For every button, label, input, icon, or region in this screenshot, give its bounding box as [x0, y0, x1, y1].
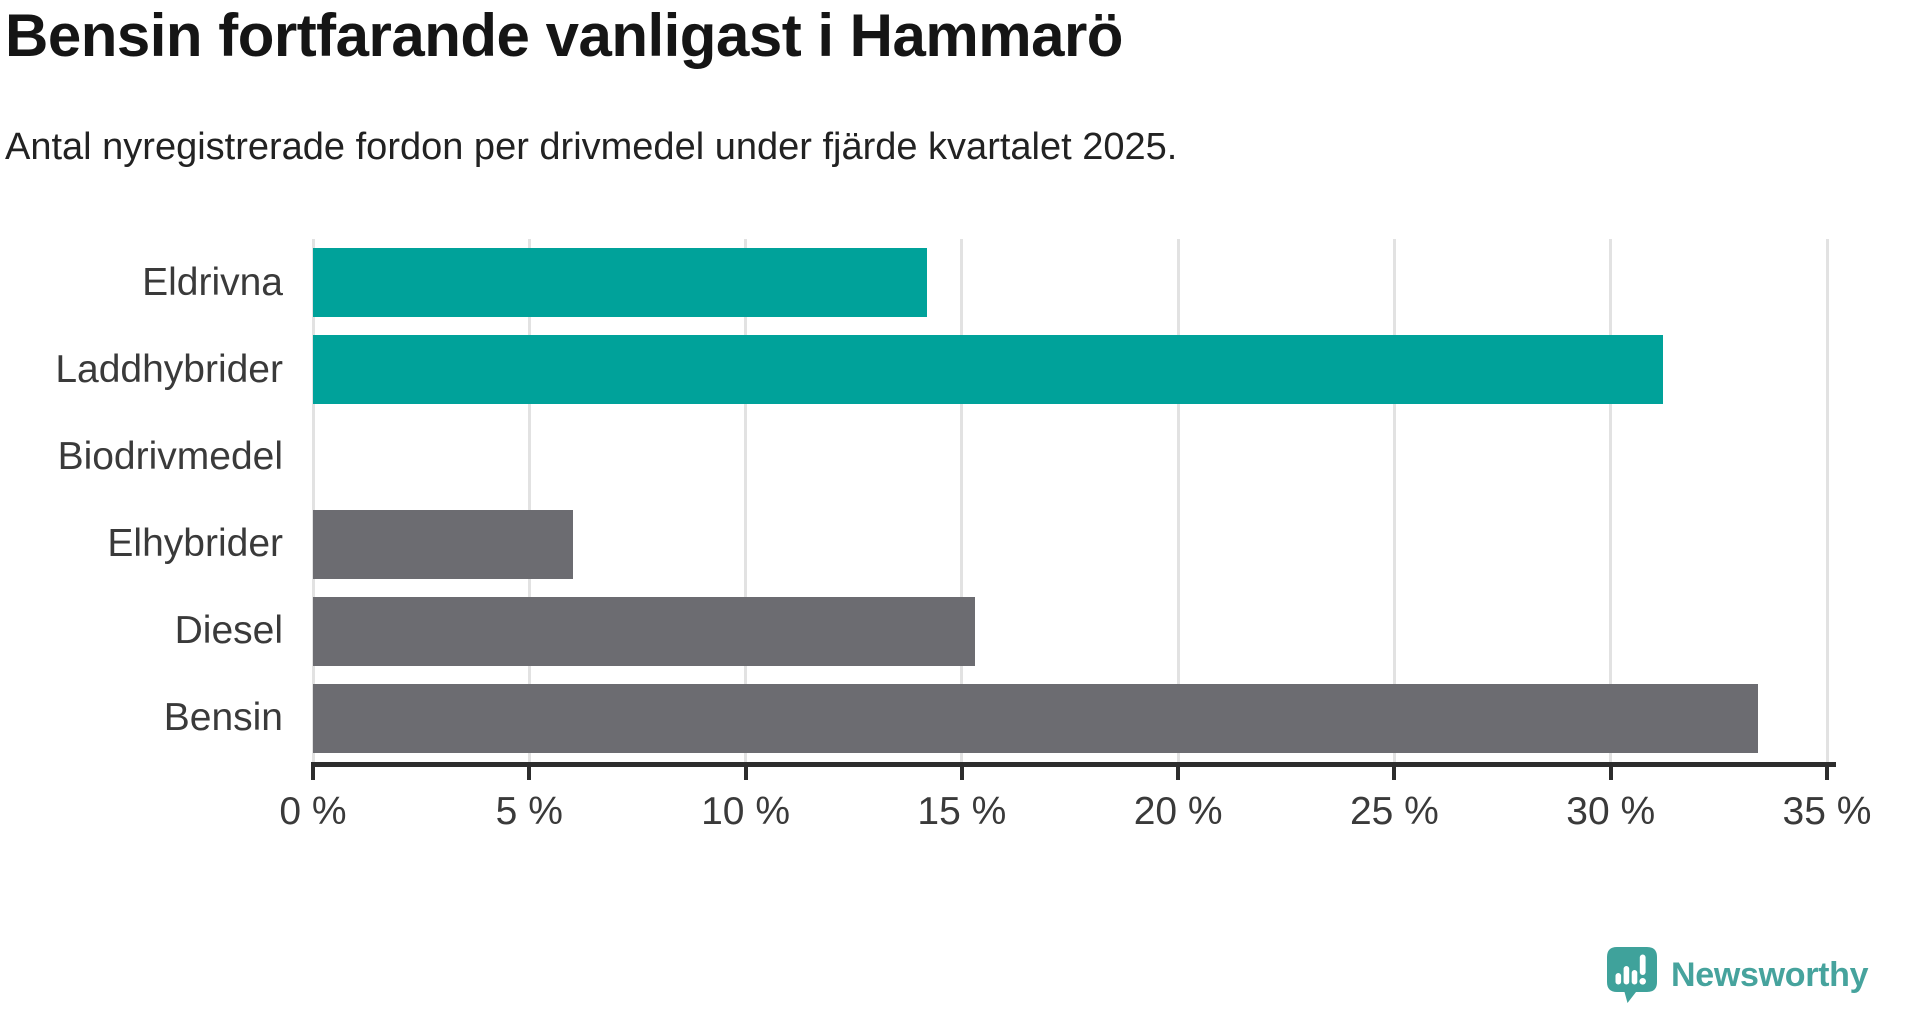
x-axis-tick-label: 0 %	[279, 790, 347, 833]
x-axis-tick-label: 10 %	[701, 790, 791, 833]
chart-title: Bensin fortfarande vanligast i Hammarö	[5, 2, 1123, 69]
gridline	[311, 239, 315, 762]
category-label: Eldrivna	[142, 260, 283, 304]
gridline	[960, 239, 964, 762]
x-axis-tick-label: 30 %	[1566, 790, 1656, 833]
x-axis-line	[311, 762, 1836, 767]
gridline	[1176, 239, 1180, 762]
x-axis-tick	[743, 767, 748, 780]
newsworthy-logo-icon	[1607, 947, 1657, 1003]
x-axis-tick	[311, 767, 315, 780]
x-axis-tick	[527, 767, 532, 780]
gridline	[1825, 239, 1829, 762]
category-label: Elhybrider	[107, 522, 283, 566]
category-label: Laddhybrider	[55, 347, 283, 391]
x-axis-tick-label: 25 %	[1349, 790, 1439, 833]
x-axis-tick-label: 35 %	[1782, 790, 1872, 833]
gridline	[1392, 239, 1396, 762]
gridline	[1609, 239, 1613, 762]
x-axis-tick	[959, 767, 964, 780]
newsworthy-logo-text: Newsworthy	[1671, 955, 1869, 994]
x-axis-tick-label: 5 %	[495, 790, 563, 833]
gridline	[527, 239, 531, 762]
gridline	[744, 239, 748, 762]
bar-eldrivna	[313, 248, 928, 318]
bar-diesel	[313, 596, 975, 666]
category-label: Biodrivmedel	[57, 434, 283, 478]
x-axis-tick	[1608, 767, 1613, 780]
x-axis-tick-label: 15 %	[917, 790, 1007, 833]
bar-laddhybrider	[313, 335, 1663, 405]
x-axis-tick	[1176, 767, 1181, 780]
x-axis-tick	[1825, 767, 1829, 780]
category-label: Diesel	[174, 609, 283, 653]
category-label: Bensin	[163, 696, 283, 740]
newsworthy-logo[interactable]: Newsworthy	[1606, 946, 1869, 1004]
bar-bensin	[313, 683, 1758, 753]
x-axis-tick	[1392, 767, 1397, 780]
bar-elhybrider	[313, 509, 573, 579]
x-axis-tick-label: 20 %	[1133, 790, 1223, 833]
chart-subtitle: Antal nyregistrerade fordon per drivmede…	[5, 126, 1178, 168]
